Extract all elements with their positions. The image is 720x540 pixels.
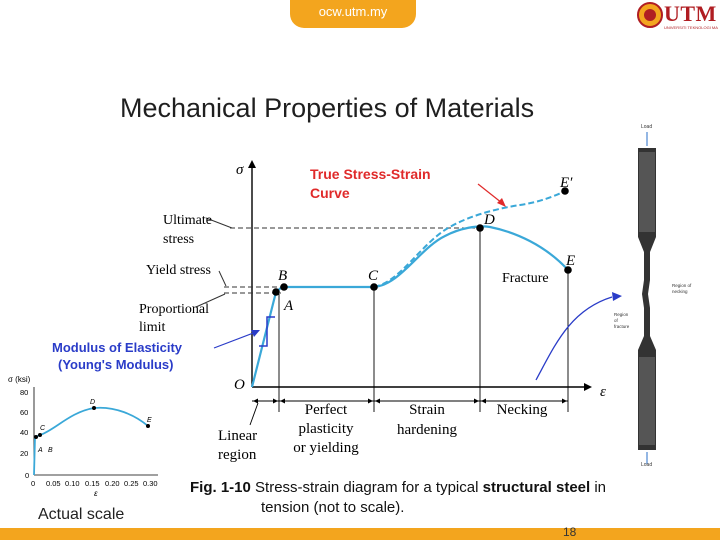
caption-fig: Fig. 1-10 xyxy=(190,479,251,496)
ultimate-label-1: Ultimate xyxy=(163,213,212,228)
x-axis-arrow xyxy=(584,383,592,391)
inset-chart: σ (ksi) 80 60 40 20 0 0 0.05 0.10 0.15 0… xyxy=(8,375,158,498)
true-curve-arrow xyxy=(477,183,503,204)
inset-label-e: E xyxy=(147,417,152,424)
ultimate-label-2: stress xyxy=(163,232,194,247)
inset-ytick: 60 xyxy=(20,408,28,417)
caption-line-2: tension (not to scale). xyxy=(261,499,405,516)
hard-label-1: Strain xyxy=(409,402,445,418)
specimen-photo xyxy=(624,122,670,472)
region-arrowheads xyxy=(253,398,567,404)
footer-bar xyxy=(0,528,720,540)
point-c xyxy=(370,283,378,291)
modulus-triangle xyxy=(259,316,275,347)
inset-curve xyxy=(33,406,149,476)
linear-label-1: Linear xyxy=(218,428,257,444)
true-curve-label-2: Curve xyxy=(310,185,350,201)
inset-label-c: C xyxy=(40,425,46,432)
logo-subtext: UNIVERSITI TEKNOLOGI MALAYSIA xyxy=(664,25,718,30)
yield-label: Yield stress xyxy=(146,263,211,278)
hard-label-2: hardening xyxy=(397,422,457,438)
modulus-label-1: Modulus of Elasticity xyxy=(52,340,183,355)
caption-text-2: in xyxy=(594,479,607,496)
site-url: ocw.utm.my xyxy=(318,4,388,19)
inset-label-a: A xyxy=(37,447,43,454)
y-axis-arrow xyxy=(248,160,256,168)
point-e xyxy=(564,266,572,274)
inset-ytick: 80 xyxy=(20,388,28,397)
necking-pointer-arrow xyxy=(535,296,613,381)
photo-region-necking: Region of necking xyxy=(672,283,692,294)
point-d xyxy=(476,224,484,232)
inset-label-d: D xyxy=(90,399,95,406)
caption-bold: structural steel xyxy=(482,479,591,496)
plastic-label-3: or yielding xyxy=(293,440,359,456)
inset-ytick: 40 xyxy=(20,428,28,437)
caption-text-1: Stress-strain diagram for a typical xyxy=(255,479,479,496)
prop-label-1: Proportional xyxy=(139,302,209,317)
inset-ylabel: σ (ksi) xyxy=(8,375,31,384)
inset-xtick: 0 xyxy=(31,479,35,488)
linear-label-2: region xyxy=(218,447,257,463)
logo-text: UTM xyxy=(664,1,717,26)
point-e-prime xyxy=(561,187,569,195)
point-b xyxy=(280,283,288,291)
photo-load-bottom: Load xyxy=(641,462,653,468)
fracture-label: Fracture xyxy=(502,271,549,286)
actual-scale-label: Actual scale xyxy=(38,506,125,523)
photo-load-top: Load xyxy=(641,124,653,130)
inset-label-b: B xyxy=(48,447,53,454)
epsilon-label: ε xyxy=(600,384,606,400)
inset-xtick: 0.30 xyxy=(143,479,158,488)
true-curve xyxy=(373,190,566,288)
prop-label-2: limit xyxy=(139,320,166,335)
site-tab: ocw.utm.my xyxy=(290,0,416,28)
point-a xyxy=(272,288,280,296)
inset-xtick: 0.05 xyxy=(46,479,61,488)
necking-label: Necking xyxy=(497,402,548,418)
plastic-label-1: Perfect xyxy=(305,402,348,418)
page-number: 18 xyxy=(563,525,577,539)
inset-ytick: 0 xyxy=(25,471,29,480)
label-e-prime: E′ xyxy=(559,175,573,191)
inset-xtick: 0.25 xyxy=(124,479,139,488)
utm-logo-icon xyxy=(637,2,663,28)
label-d: D xyxy=(483,212,495,228)
inset-xtick: 0.20 xyxy=(105,479,120,488)
label-e: E xyxy=(565,253,575,269)
engineering-curve xyxy=(250,225,569,388)
true-curve-label-1: True Stress-Strain xyxy=(310,166,431,182)
inset-xlabel: ε xyxy=(94,489,98,498)
modulus-arrow xyxy=(213,331,257,349)
sigma-label: σ xyxy=(236,162,244,178)
page-title: Mechanical Properties of Materials xyxy=(120,93,535,123)
origin-label: O xyxy=(234,377,245,393)
inset-xtick: 0.10 xyxy=(65,479,80,488)
label-c: C xyxy=(368,268,379,284)
plastic-label-2: plasticity xyxy=(299,421,354,437)
label-a: A xyxy=(283,298,294,314)
inset-xtick: 0.15 xyxy=(85,479,100,488)
photo-region-fracture: Region of fracture xyxy=(614,312,630,329)
modulus-label-2: (Young's Modulus) xyxy=(58,357,174,372)
inset-ytick: 20 xyxy=(20,449,28,458)
label-b: B xyxy=(278,268,287,284)
figure-caption: Fig. 1-10 Stress-strain diagram for a ty… xyxy=(190,478,710,518)
